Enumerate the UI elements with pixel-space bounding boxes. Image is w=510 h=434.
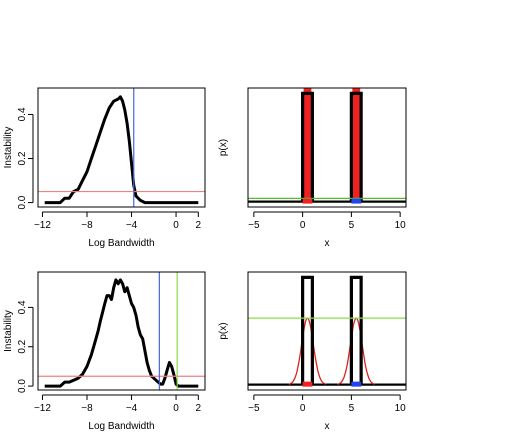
y-axis-label: Instability	[3, 310, 14, 352]
x-tick-label: 10	[395, 403, 407, 414]
true-density-box	[349, 275, 363, 385]
kde-overlay-band	[303, 88, 312, 202]
x-axis-label: x	[325, 238, 330, 249]
x-tick-label: −5	[248, 403, 260, 414]
x-tick-label: 0	[173, 403, 179, 414]
kde-overlay-band	[352, 88, 361, 202]
kde-curve	[337, 317, 375, 385]
x-tick-label: 0	[300, 220, 306, 231]
plot-data	[248, 88, 406, 204]
plot-data	[38, 272, 205, 390]
sample-rug	[351, 381, 362, 387]
x-tick-label: 5	[349, 403, 355, 414]
panel-bottom-left: −12 −8 −4 0 2 Log Bandwidth 0.0 0.2 0.4Instabili…	[3, 271, 206, 432]
plot-frame	[247, 271, 407, 391]
x-tick-label: −8	[81, 403, 93, 414]
x-tick-label: 10	[395, 220, 407, 231]
x-tick-label: −12	[34, 220, 51, 231]
plot-frame	[37, 271, 206, 391]
x-tick-label: 2	[196, 220, 202, 231]
plot-data	[248, 275, 406, 387]
x-axis-label: x	[325, 421, 330, 432]
instability-curve	[44, 95, 199, 205]
true-density-box	[301, 275, 314, 385]
y-tick-label: 0.4	[17, 300, 28, 314]
x-axis-label: Log Bandwidth	[88, 421, 154, 432]
x-tick-label: −8	[81, 220, 93, 231]
x-tick-label: 5	[349, 220, 355, 231]
y-tick-label: 0.0	[17, 195, 28, 209]
x-tick-label: 0	[300, 403, 306, 414]
true-density-box	[301, 91, 314, 202]
x-tick-label: −4	[126, 220, 138, 231]
y-axis-label: p(x)	[218, 139, 229, 156]
y-tick-label: 0.4	[17, 107, 28, 121]
y-axis-label: Instability	[3, 127, 14, 169]
sample-rug	[302, 198, 313, 204]
y-tick-label: 0.0	[17, 379, 28, 393]
x-tick-label: 2	[196, 403, 202, 414]
x-tick-label: 0	[173, 220, 179, 231]
kde-curve	[288, 317, 326, 385]
plot-data	[38, 88, 205, 207]
y-tick-label: 0.2	[17, 339, 28, 353]
instability-curve	[44, 278, 199, 388]
panel-bottom-right: −5 0 5 10 x p(x)	[218, 271, 407, 432]
x-axis-label: Log Bandwidth	[88, 238, 154, 249]
x-tick-label: −4	[126, 403, 138, 414]
plot-frame	[247, 87, 407, 208]
y-axis-label: p(x)	[218, 322, 229, 339]
panel-top-right: −5 0 5 10 x p(x)	[218, 87, 407, 249]
true-density-box	[349, 91, 363, 202]
panel-top-left: −12 −8 −4 0 2 Log Bandwidth 0.0 0.2 0.4Instabili…	[3, 87, 206, 249]
plot-frame	[37, 87, 206, 208]
sample-rug	[302, 381, 313, 387]
y-tick-label: 0.2	[17, 151, 28, 165]
x-tick-label: −12	[34, 403, 51, 414]
x-tick-label: −5	[248, 220, 260, 231]
sample-rug	[351, 198, 362, 204]
